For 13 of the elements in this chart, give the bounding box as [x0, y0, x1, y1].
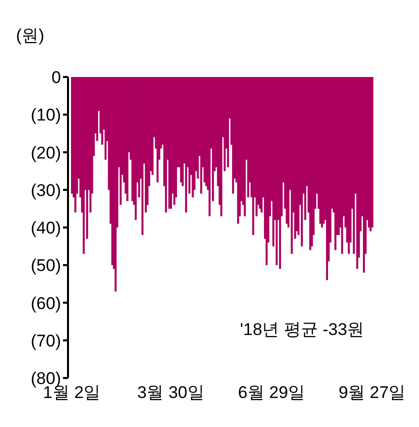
y-tick-label: (30)	[30, 180, 61, 200]
y-tick-label: (10)	[30, 106, 61, 125]
y-tick-label: (60)	[30, 294, 61, 313]
x-tick-label: 9월 27일	[338, 383, 406, 402]
y-tick-label: (70)	[30, 331, 61, 350]
y-axis-title: (원)	[16, 25, 44, 47]
x-tick-label: 6월 29일	[238, 383, 306, 402]
y-tick-label: (50)	[30, 256, 61, 276]
x-tick-label: 3월 30일	[137, 383, 204, 402]
y-tick-label: 0	[52, 68, 61, 88]
annotation: '18년 평균 -33원	[240, 319, 364, 341]
y-tick-label: (40)	[30, 218, 61, 238]
y-tick-label: (20)	[30, 143, 61, 162]
